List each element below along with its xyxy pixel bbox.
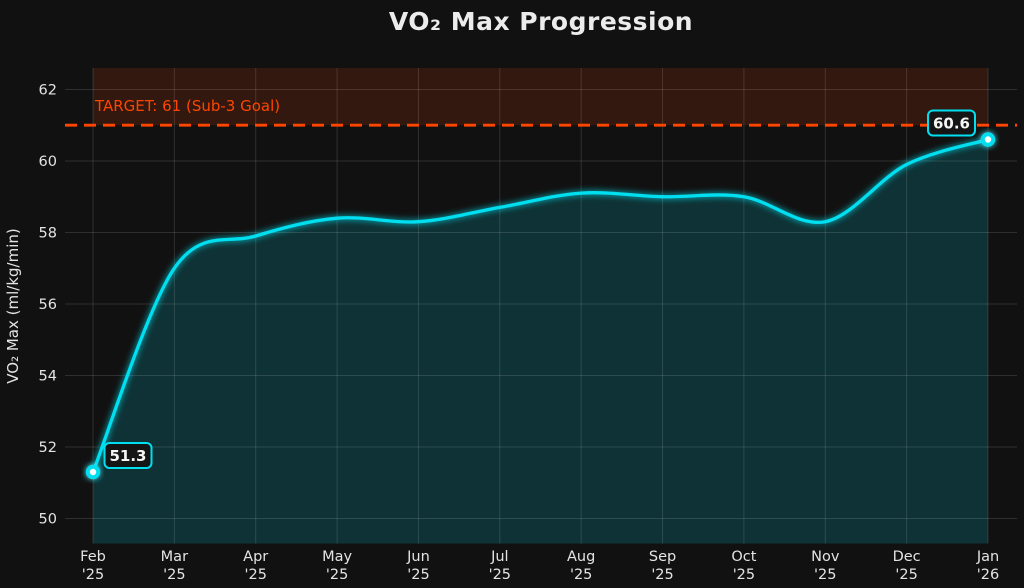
x-tick-label: '25 — [489, 567, 511, 583]
y-tick-label: 58 — [39, 225, 57, 241]
target-band — [93, 68, 988, 126]
x-axis-labels: Feb '25 Mar '25 Apr '25 May '25 Jun '25 Jul '25 Aug '… — [80, 549, 999, 583]
x-tick-label: Jun — [406, 549, 430, 565]
y-tick-label: 62 — [39, 82, 57, 98]
chart-title: VO₂ Max Progression — [389, 7, 693, 36]
x-tick-label: Jul — [490, 549, 509, 565]
y-tick-label: 52 — [39, 440, 57, 456]
annotations: 51.3 60.6 — [103, 109, 976, 469]
x-tick-label: Jan — [976, 549, 999, 565]
x-tick-label: '25 — [82, 567, 104, 583]
annotation-text: 51.3 — [109, 447, 146, 465]
x-tick-label: '25 — [895, 567, 917, 583]
y-tick-label: 54 — [39, 368, 57, 384]
x-tick-label: '25 — [245, 567, 267, 583]
x-tick-label: Aug — [567, 549, 595, 565]
value-annotation: 51.3 — [103, 441, 153, 469]
endpoint-markers — [85, 132, 996, 480]
x-tick-label: May — [322, 549, 352, 565]
x-tick-label: Oct — [731, 549, 756, 565]
data-point-marker — [980, 132, 996, 147]
x-tick-label: '25 — [814, 567, 836, 583]
x-tick-label: Feb — [80, 549, 106, 565]
x-tick-label: '25 — [407, 567, 429, 583]
x-tick-label: '25 — [163, 567, 185, 583]
x-tick-label: '25 — [651, 567, 673, 583]
grid-lines — [65, 68, 1017, 544]
value-annotation: 60.6 — [927, 109, 976, 137]
x-tick-label: Dec — [893, 549, 921, 565]
y-tick-label: 56 — [39, 297, 57, 313]
x-tick-label: '25 — [570, 567, 592, 583]
area-fill — [93, 139, 988, 544]
x-tick-label: '25 — [326, 567, 348, 583]
y-tick-label: 50 — [39, 511, 57, 527]
y-axis-labels: 50 52 54 56 58 60 62 — [39, 82, 57, 527]
target-label: TARGET: 61 (Sub-3 Goal) — [94, 97, 280, 115]
x-tick-label: '25 — [733, 567, 755, 583]
x-tick-label: Mar — [161, 549, 188, 565]
annotation-text: 60.6 — [933, 115, 970, 133]
x-tick-label: Nov — [811, 549, 840, 565]
y-axis-title: VO₂ Max (ml/kg/min) — [4, 228, 22, 383]
x-tick-label: Sep — [649, 549, 676, 565]
y-tick-label: 60 — [39, 154, 57, 170]
vo2-line — [91, 137, 990, 474]
x-tick-label: '26 — [977, 567, 999, 583]
data-point-marker — [85, 464, 101, 480]
x-tick-label: Apr — [243, 549, 268, 565]
